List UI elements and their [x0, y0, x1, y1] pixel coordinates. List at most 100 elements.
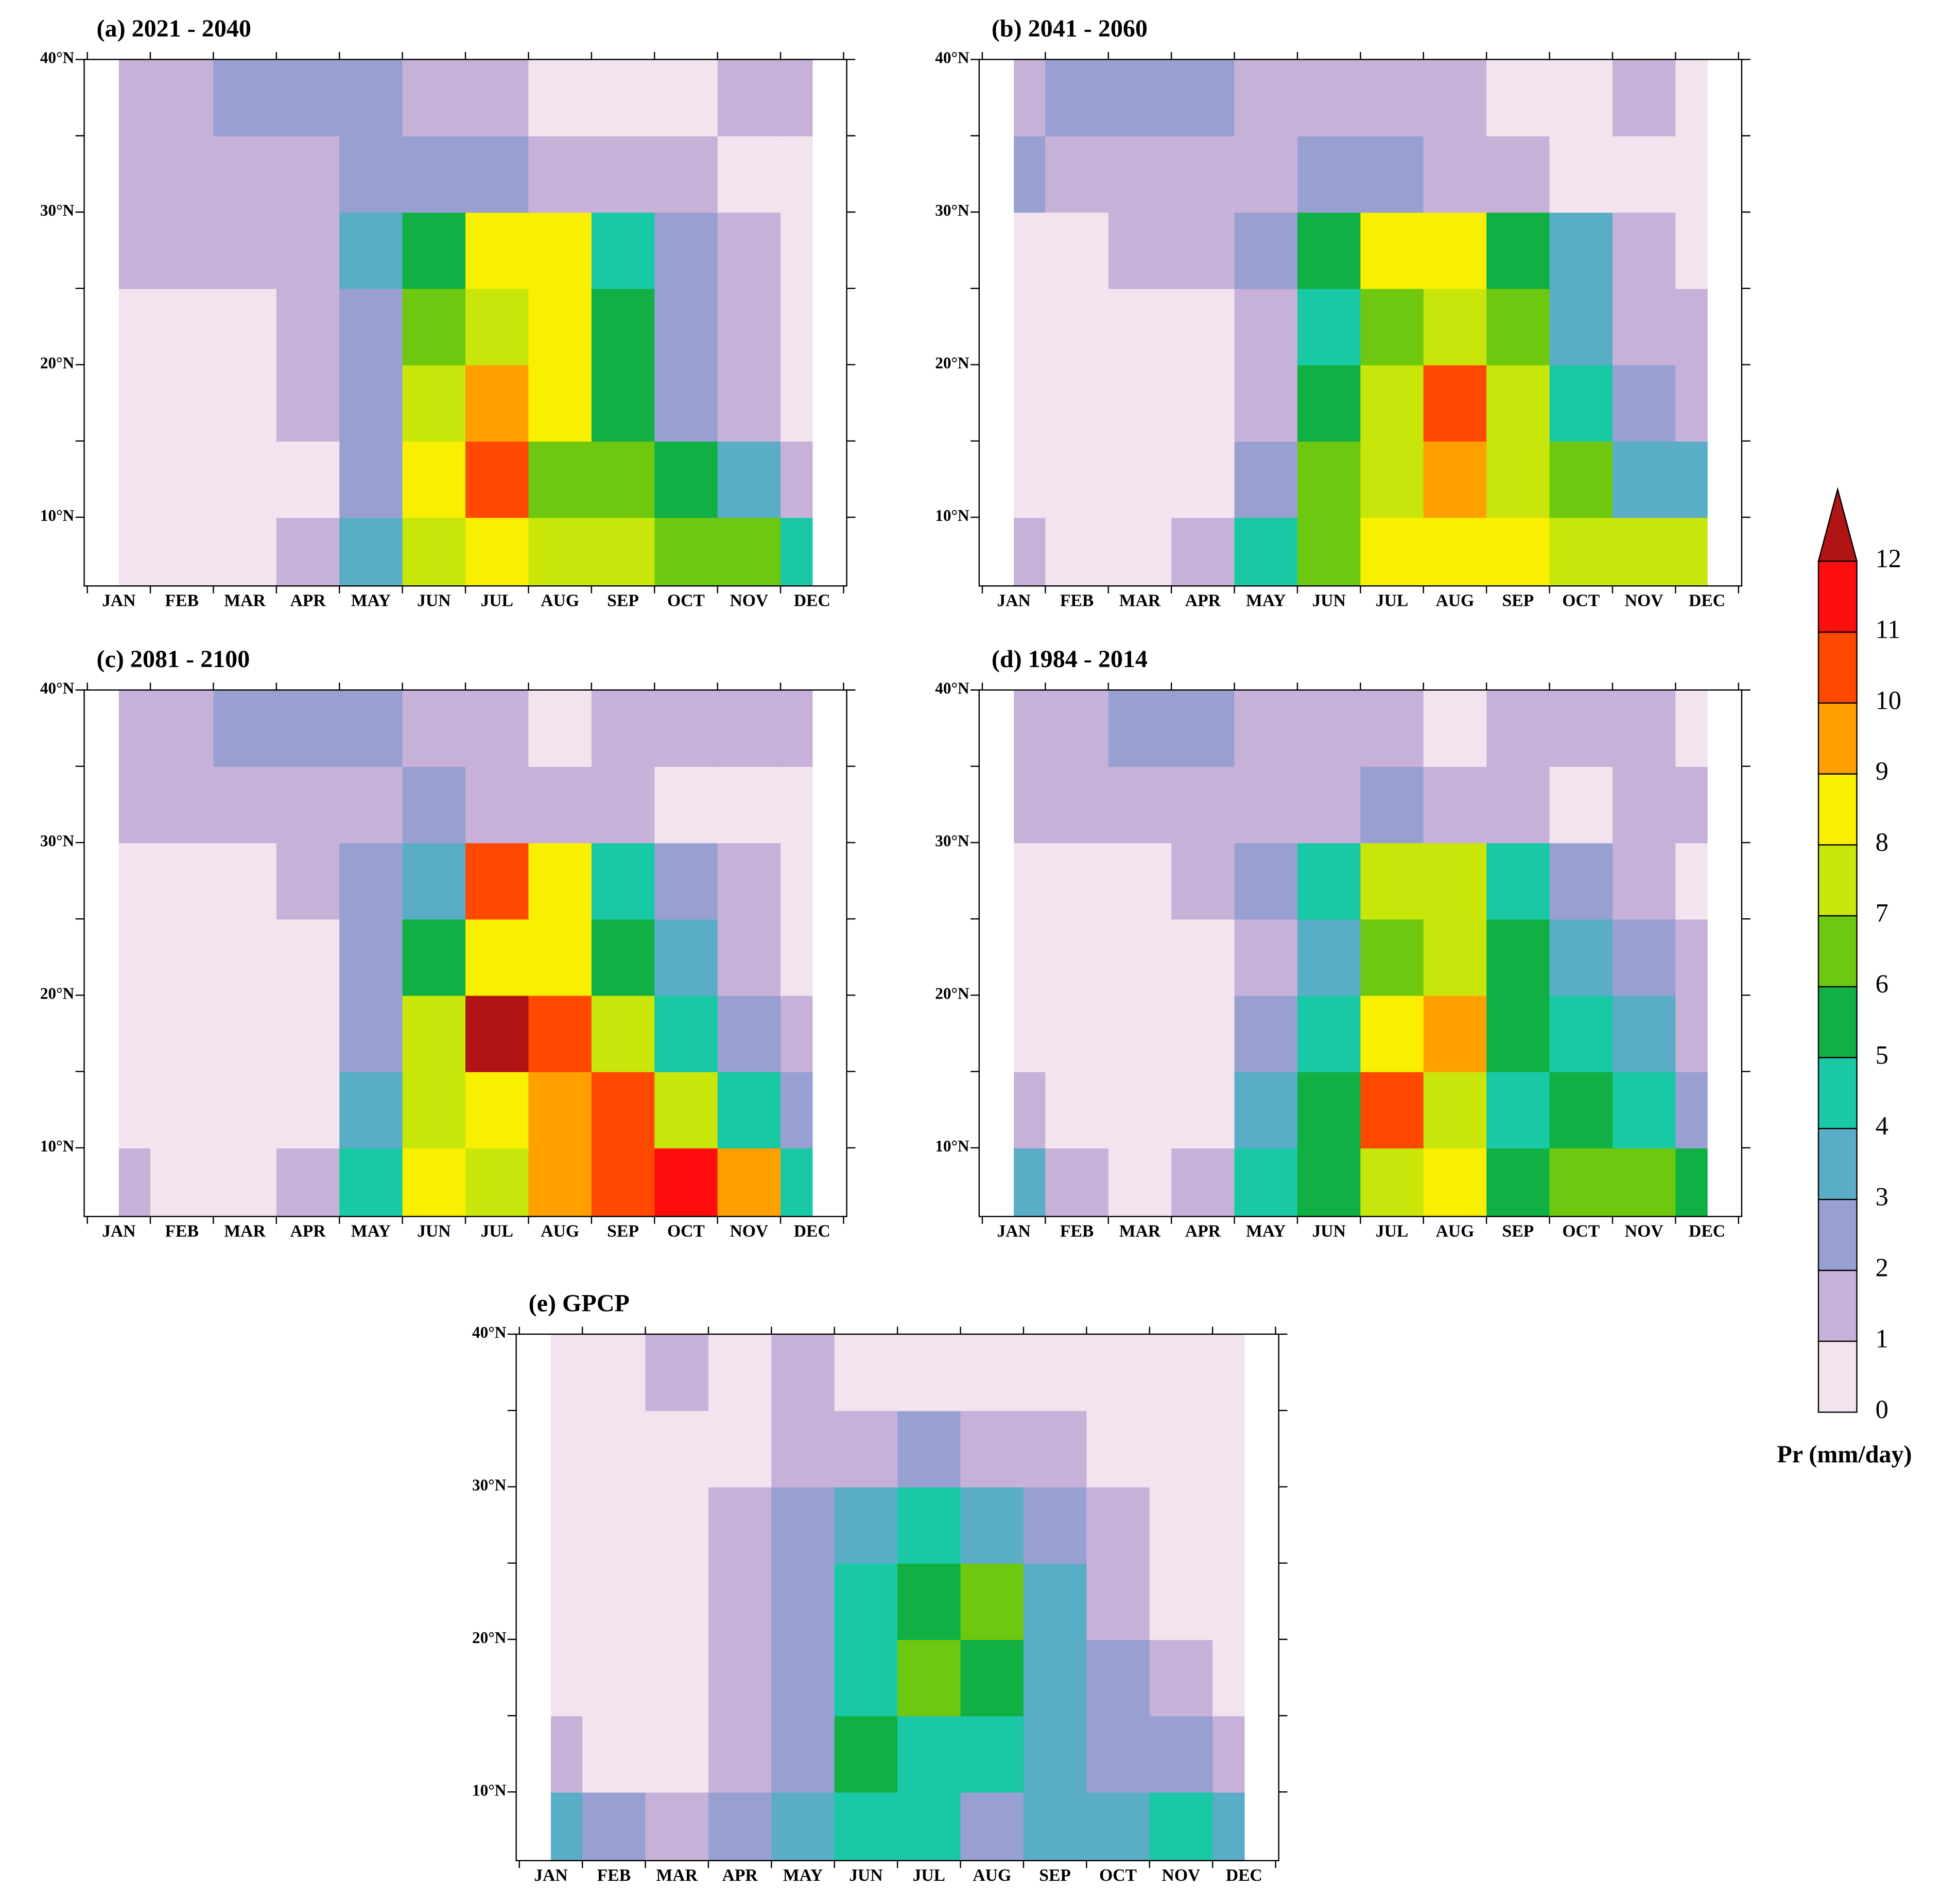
contour-cell [402, 212, 466, 289]
contour-cell [402, 690, 466, 767]
contour-cell [1014, 59, 1046, 136]
contour-cell [1612, 517, 1676, 587]
contour-cell [1297, 517, 1361, 587]
contour-cell [1086, 1639, 1150, 1717]
contour-cell [781, 919, 813, 996]
x-tick-label: MAY [783, 1866, 823, 1885]
contour-cell [1108, 59, 1172, 136]
contour-cell [1675, 1071, 1708, 1149]
x-tick-label: SEP [607, 591, 639, 610]
contour-cell [1612, 690, 1676, 767]
contour-cell [339, 59, 403, 136]
contour-cell [1360, 1147, 1424, 1217]
x-tick-label: NOV [1162, 1866, 1201, 1885]
y-tick-label: 20°N [472, 1629, 507, 1647]
contour-cell [1486, 766, 1550, 844]
contour-cell [1149, 1716, 1214, 1793]
x-tick-label: APR [1185, 591, 1221, 610]
x-tick-label: SEP [1502, 1221, 1534, 1241]
contour-cell [528, 690, 593, 767]
contour-cell [1171, 212, 1235, 289]
x-tick-label: DEC [1689, 1221, 1725, 1241]
contour-cell [717, 288, 782, 365]
contour-cell [1014, 288, 1046, 365]
contour-cell [1171, 690, 1235, 767]
contour-cell [339, 766, 403, 844]
contour-cell [118, 441, 151, 518]
contour-cell [465, 995, 529, 1072]
contour-cell [1612, 919, 1676, 996]
contour-cell [1423, 364, 1487, 442]
contour-cell [150, 517, 214, 587]
x-tick-label: OCT [1562, 1221, 1600, 1241]
contour-cell [1045, 919, 1109, 996]
colorbar-tick-label: 6 [1876, 969, 1888, 998]
contour-cell [717, 135, 782, 213]
contour-cell [654, 59, 718, 136]
contour-cell [550, 1639, 583, 1717]
contour-cell [213, 288, 278, 365]
contour-cell [1149, 1487, 1214, 1564]
contour-cell [1675, 766, 1708, 844]
x-tick-label: APR [722, 1866, 758, 1885]
y-tick-label: 40°N [40, 679, 75, 697]
contour-cell [1234, 364, 1298, 442]
contour-cell [550, 1563, 583, 1640]
contour-cell [1675, 59, 1708, 136]
contour-cell [1549, 995, 1614, 1072]
contour-cell [1212, 1487, 1245, 1564]
contour-cell [1234, 517, 1298, 587]
contour-cell [834, 1639, 898, 1717]
contour-cell [1423, 1071, 1487, 1149]
contour-cell [465, 364, 529, 442]
contour-cell [654, 690, 718, 767]
contour-cell [118, 59, 151, 136]
x-tick-label: JUN [1312, 1221, 1345, 1241]
contour-cell [645, 1563, 709, 1640]
contour-cell [1014, 135, 1046, 213]
contour-cell [1045, 441, 1109, 518]
contour-cell [1549, 1071, 1614, 1149]
contour-cell [550, 1334, 583, 1411]
contour-cell [118, 288, 151, 365]
contour-cell [1360, 517, 1424, 587]
y-tick-label: 20°N [40, 354, 75, 372]
contour-cell [528, 1147, 593, 1217]
x-tick-label: OCT [667, 1221, 705, 1241]
contour-cell [1171, 441, 1235, 518]
contour-cell [834, 1563, 898, 1640]
y-tick-label: 40°N [472, 1323, 507, 1341]
contour-cell [1014, 1071, 1046, 1149]
colorbar-tick-label: 3 [1876, 1182, 1888, 1211]
contour-cell [1045, 135, 1109, 213]
contour-cell [591, 995, 655, 1072]
contour-cell [1612, 995, 1676, 1072]
contour-cell [771, 1410, 835, 1488]
contour-cell [717, 995, 782, 1072]
contour-cell [402, 766, 466, 844]
contour-cell [1234, 690, 1298, 767]
contour-cell [213, 212, 278, 289]
contour-cell [1549, 1147, 1614, 1217]
contour-cell [339, 995, 403, 1072]
contour-cell [1549, 135, 1614, 213]
contour-cell [1549, 212, 1614, 289]
contour-cell [1423, 690, 1487, 767]
contour-cell [1045, 364, 1109, 442]
x-tick-label: MAR [656, 1866, 698, 1885]
contour-cell [1086, 1487, 1150, 1564]
contour-cell [708, 1334, 772, 1411]
contour-cell [528, 135, 593, 213]
contour-cell [465, 766, 529, 844]
y-tick-label: 40°N [935, 679, 969, 697]
contour-cell [213, 919, 278, 996]
x-tick-label: JUL [480, 1221, 513, 1241]
colorbar-tick-label: 0 [1876, 1395, 1888, 1424]
colorbar-tick-label: 4 [1876, 1111, 1888, 1140]
contour-cell [1297, 59, 1361, 136]
contour-cell [1549, 441, 1614, 518]
contour-cell [1360, 135, 1424, 213]
contour-cell [1549, 288, 1614, 365]
contour-cell [550, 1487, 583, 1564]
contour-cell [213, 1071, 278, 1149]
